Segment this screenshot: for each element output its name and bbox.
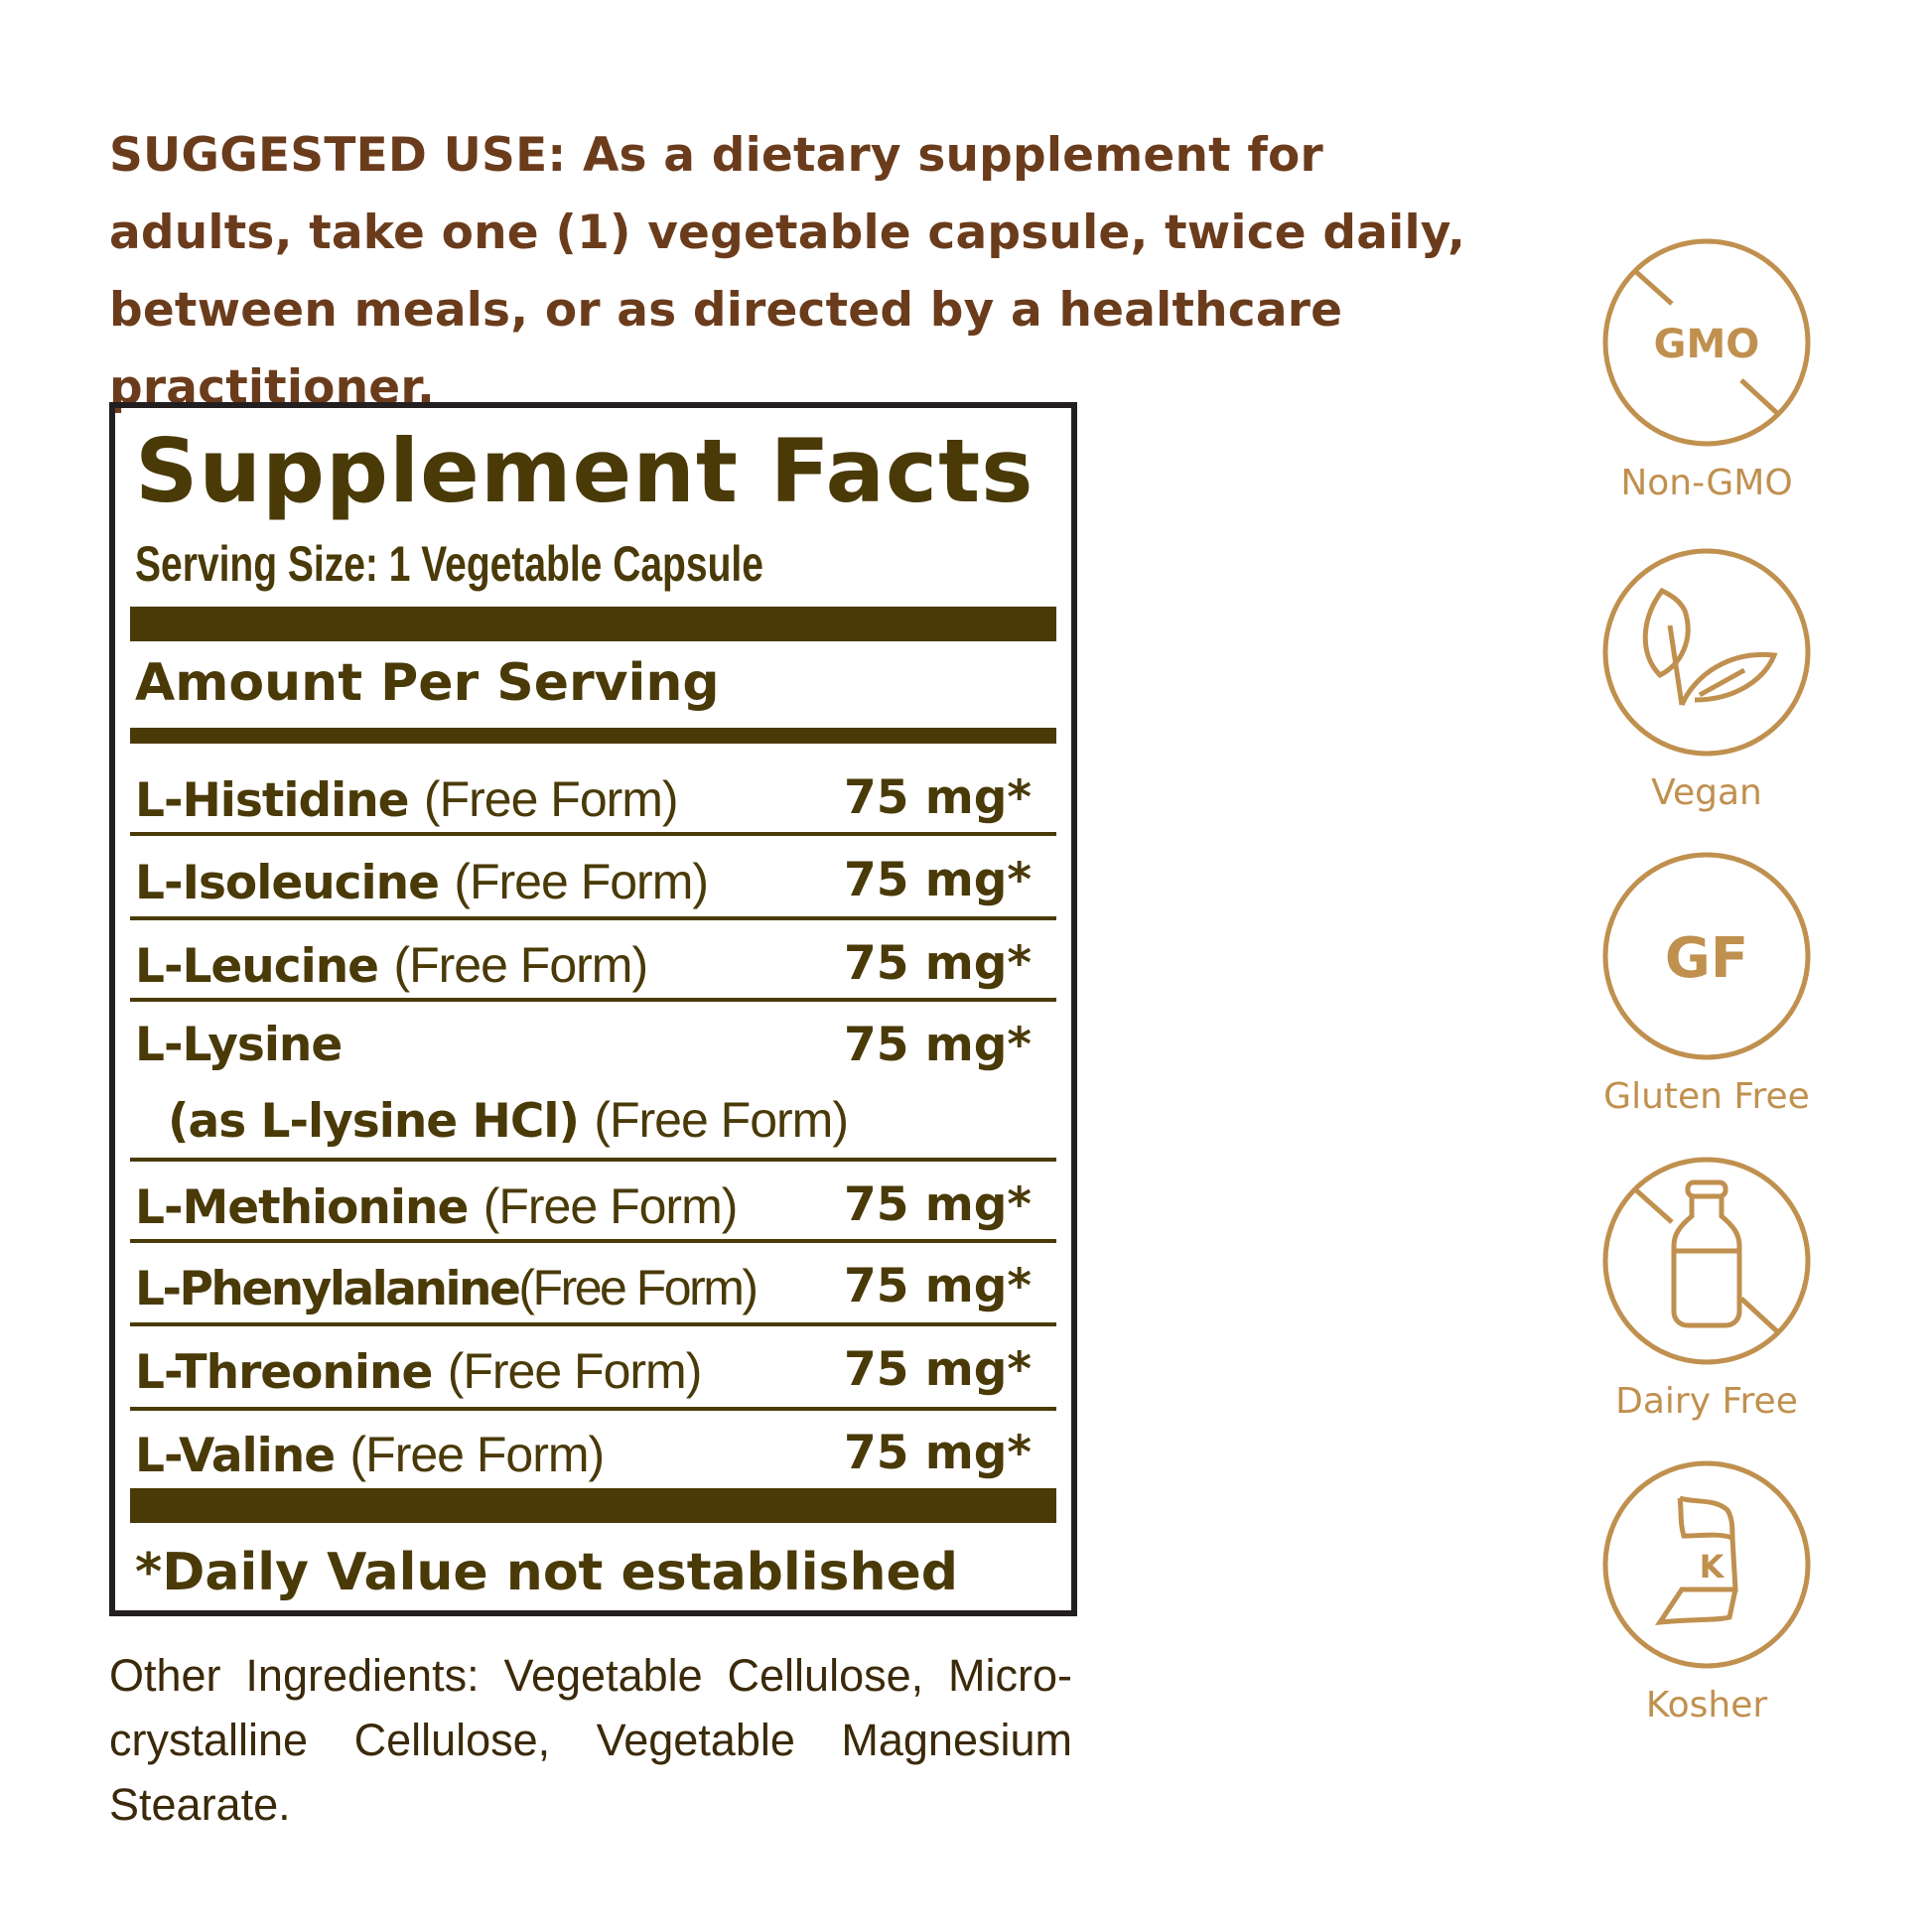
badge-label: Vegan [1651,772,1762,813]
amount-per-serving: Amount Per Serving [135,653,720,713]
badge-label: Gluten Free [1603,1076,1810,1117]
badge-label: Non-GMO [1620,463,1793,503]
ingredient-name: L-Phenylalanine [135,1262,521,1316]
gmo-crossed-icon: GMO [1602,238,1811,447]
badge-dairy-free: Dairy Free [1600,1155,1813,1422]
ingredient-amount: 75 mg* [844,1259,1032,1313]
ingredient-amount: 75 mg* [844,1018,1032,1072]
supplement-facts-panel: Supplement Facts Serving Size: 1 Vegetab… [109,402,1077,1616]
row-divider [130,1322,1056,1326]
ingredient-name: L-Threonine [135,1345,433,1400]
badge-kosher: K Kosher [1600,1458,1813,1725]
svg-text:K: K [1700,1548,1725,1586]
ingredient-amount: 75 mg* [844,1342,1032,1397]
ingredient-form: (Free Form) [594,1092,849,1148]
ingredient-name: L-Leucine [135,939,379,994]
serving-size: Serving Size: 1 Vegetable Capsule [135,536,763,592]
ingredient-form: (Free Form) [483,1178,739,1234]
row-divider [130,916,1056,920]
svg-text:GF: GF [1665,926,1748,991]
ingredient-form: (Free Form) [454,854,709,909]
thick-divider [130,607,1056,641]
footnote: *Daily Value not established [135,1543,959,1602]
ingredient-name: L-Valine [135,1429,336,1483]
ingredient-source: (as L-lysine HCl) [168,1094,580,1149]
ingredient-form: (Free Form) [447,1343,703,1399]
row-divider [130,1239,1056,1243]
ingredient-name: L-Histidine [135,773,410,828]
gf-icon: GF [1602,852,1811,1060]
ingredient-name: L-Lysine [135,1018,343,1072]
medium-divider [130,728,1056,744]
row-divider [130,1407,1056,1411]
thick-divider [130,1488,1056,1523]
svg-text:GMO: GMO [1654,322,1760,367]
ingredient-form: (Free Form) [518,1260,759,1315]
facts-title: Supplement Facts [135,420,1035,522]
ingredient-form: (Free Form) [423,771,679,827]
badge-label: Kosher [1645,1685,1768,1725]
suggested-use: SUGGESTED USE: As a dietary supplement f… [109,128,1466,415]
badge-non-gmo: GMO Non-GMO [1600,236,1813,503]
ingredient-name: L-Methionine [135,1180,469,1235]
ingredient-form: (Free Form) [393,937,648,993]
kosher-icon: K [1602,1460,1811,1669]
ingredient-amount: 75 mg* [844,853,1032,907]
badge-gluten-free: GF Gluten Free [1600,850,1813,1117]
ingredient-form: (Free Form) [349,1427,606,1482]
leaf-icon [1602,548,1811,757]
badge-label: Dairy Free [1615,1381,1798,1422]
badge-vegan: Vegan [1600,546,1813,813]
other-ingredients: Other Ingredients: Vegetable Cellulose, … [109,1650,1072,1830]
row-divider [130,1158,1056,1162]
ingredient-amount: 75 mg* [844,936,1032,991]
row-divider [130,998,1056,1002]
ingredient-amount: 75 mg* [844,770,1032,825]
milk-bottle-crossed-icon [1602,1157,1811,1365]
ingredient-amount: 75 mg* [844,1426,1032,1480]
ingredient-amount: 75 mg* [844,1177,1032,1232]
ingredient-name: L-Isoleucine [135,856,440,910]
row-divider [130,832,1056,836]
